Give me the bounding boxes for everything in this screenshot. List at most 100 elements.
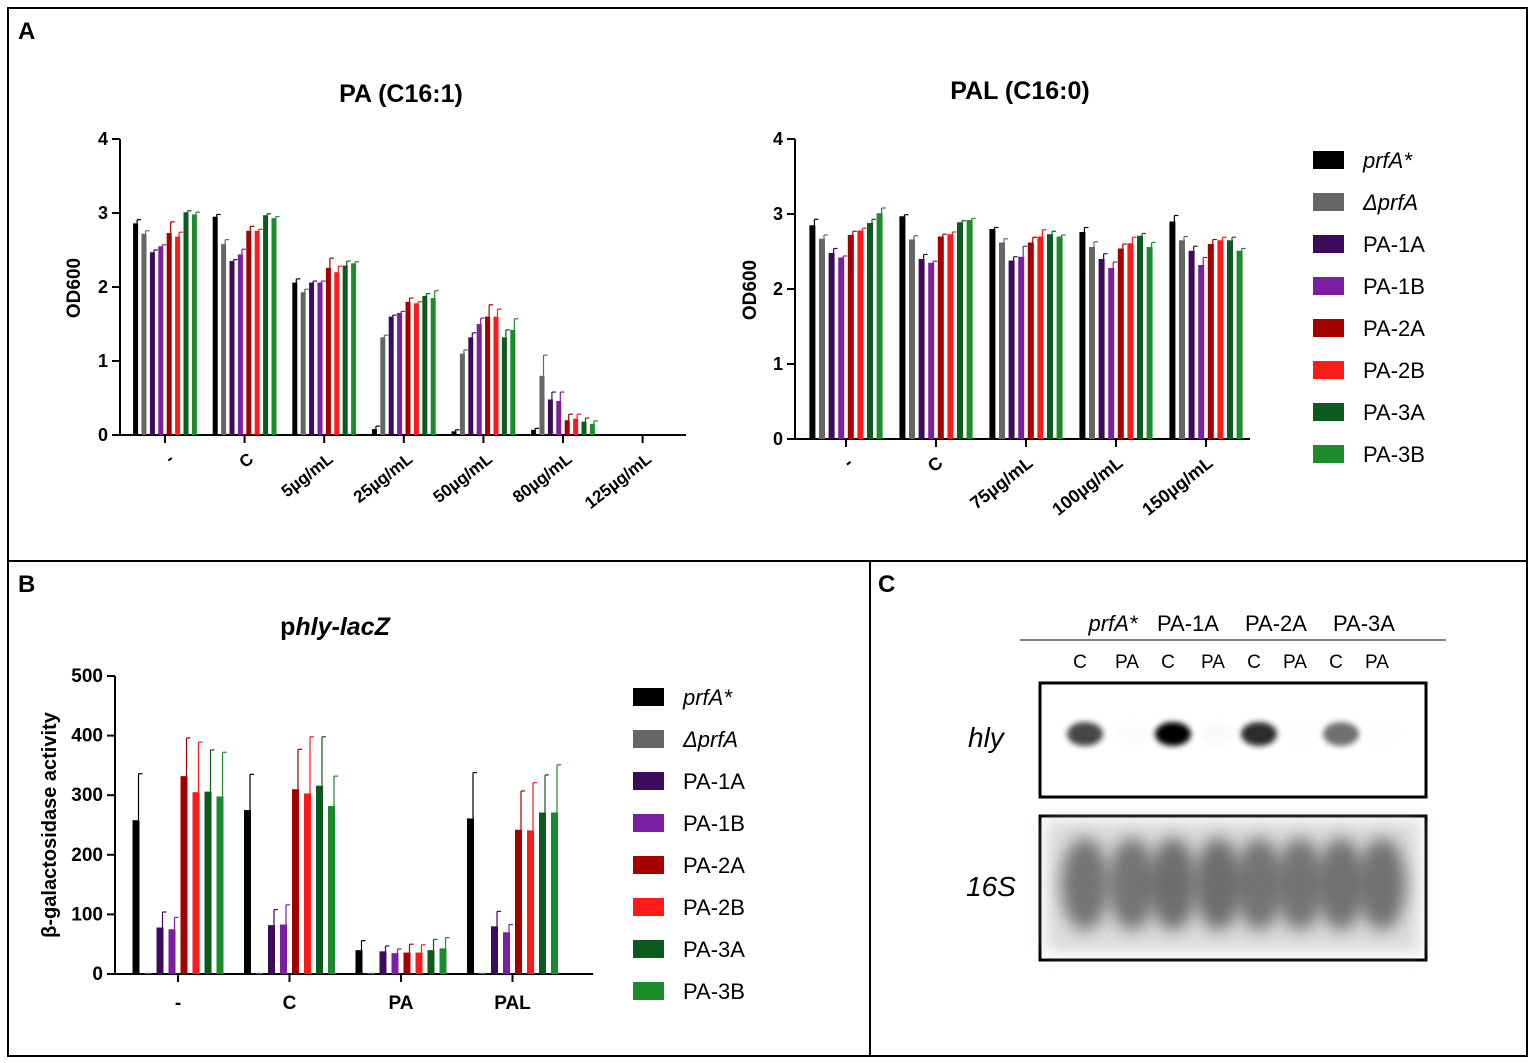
legend-swatch: [1313, 193, 1344, 211]
blot-lane-label: PA: [1283, 652, 1307, 673]
bar-pa3b: [589, 423, 595, 435]
bar-pa3b: [551, 812, 558, 974]
bar-pa2a: [246, 230, 252, 435]
bar-pa1b: [476, 324, 482, 435]
blot-16s-band: [1358, 838, 1406, 930]
bar-pa1a: [388, 316, 394, 435]
bar-pa1a: [268, 925, 275, 974]
bar-prfa: [899, 216, 906, 439]
bar-pa3b: [876, 213, 883, 439]
bar-pa3a: [501, 337, 507, 435]
legend-swatch: [1313, 277, 1344, 295]
panel-label-a: A: [18, 18, 35, 45]
bar-pa2a: [515, 829, 522, 974]
x-category-label: 125µg/mL: [581, 449, 655, 512]
bar-pa3b: [191, 214, 197, 435]
y-tick-label: 2: [98, 277, 108, 297]
bar-prfa: [355, 950, 363, 974]
x-category-label: -: [839, 452, 856, 471]
bar-prfa: [999, 242, 1005, 439]
bar-pa1a: [379, 951, 387, 974]
blot-16s-band: [1149, 838, 1197, 930]
chart-a2: 0 1 2 3 4 - C 75µg/mL 100µg/mL 150µg/mL: [773, 129, 1250, 520]
bar-pa3a: [539, 812, 546, 974]
chart-a1-ylabel: OD600: [64, 258, 85, 318]
blot-16s-band: [1194, 838, 1242, 930]
bar-prfa: [1169, 221, 1176, 439]
bar-pa2b: [254, 230, 260, 435]
bar-pa1a: [156, 927, 164, 974]
blot-hly-band: [1323, 722, 1359, 746]
bar-prfa: [212, 216, 218, 435]
blot-16s-band: [1276, 838, 1324, 930]
x-category-label: C: [236, 449, 257, 472]
chart-b-title-prefix: p: [280, 613, 295, 641]
legend-label: PA-3B: [1363, 442, 1425, 467]
bar-pa2b: [573, 418, 579, 435]
x-category-label: C: [283, 993, 297, 1014]
bar-pa1b: [280, 924, 287, 974]
bar-pa3a: [1227, 240, 1233, 439]
bar-pa1a: [1188, 250, 1195, 439]
bar-pa3b: [439, 948, 447, 974]
bar-prfa: [989, 229, 996, 439]
legend-swatch: [633, 982, 664, 1000]
legend-label: PA-1A: [683, 769, 745, 794]
bar-pa1b: [158, 246, 164, 435]
legend-swatch: [1313, 445, 1344, 463]
legend-panel-a: prfA* ΔprfA PA-1A PA-1B PA-2A PA-2B PA-3A PA-3B: [1313, 148, 1425, 467]
bar-pa2b: [1037, 236, 1044, 439]
legend-label: ΔprfA: [682, 727, 738, 752]
chart-b-title-italic: hly-lacZ: [295, 613, 391, 641]
bar-pa1a: [468, 337, 474, 435]
blot-row-label-16s: 16S: [966, 871, 1016, 902]
bar-pa2a: [1027, 242, 1034, 439]
legend-swatch: [1313, 361, 1344, 379]
blot-16s-band: [1061, 838, 1109, 930]
x-category-label: 150µg/mL: [1138, 452, 1216, 519]
y-tick-label: 3: [98, 203, 108, 223]
y-tick-label: 400: [71, 726, 103, 747]
bar-pa3a: [957, 222, 963, 439]
blot-hly-band: [1282, 722, 1318, 746]
bar-pa2b: [947, 234, 954, 439]
bar-pa3b: [271, 218, 277, 435]
bar-prfa: [819, 238, 825, 439]
blot-lane-label: C: [1161, 652, 1175, 673]
bar-prfa: [467, 818, 474, 974]
blot-lane-label: C: [1073, 652, 1087, 673]
blot-hly-band: [1155, 722, 1191, 746]
bar-pa2a: [1117, 248, 1124, 439]
bar-prfa: [133, 223, 139, 435]
panel-label-b: B: [18, 571, 35, 598]
bar-prfa: [531, 429, 537, 435]
blot-16s-band: [1235, 838, 1283, 930]
bar-pa1a: [828, 253, 835, 439]
chart-a2-ylabel: OD600: [740, 260, 761, 320]
blot-16s-band: [1317, 838, 1365, 930]
y-tick-label: 0: [773, 429, 783, 449]
legend-swatch: [633, 898, 664, 916]
bar-prfa: [367, 972, 375, 974]
bar-prfa: [1179, 240, 1185, 439]
bar-pa1b: [1108, 268, 1115, 439]
bar-pa2a: [180, 776, 188, 974]
bar-pa1b: [397, 312, 403, 435]
bar-pa1b: [928, 262, 935, 439]
bar-pa3a: [183, 212, 189, 435]
bar-prfa: [371, 429, 377, 435]
bar-prfa: [256, 972, 263, 974]
bar-pa2a: [166, 232, 172, 435]
bar-pa1a: [229, 261, 235, 435]
blot-group-label: PA-3A: [1333, 611, 1395, 636]
legend-label: PA-3B: [683, 979, 745, 1004]
bar-pa1b: [838, 257, 845, 439]
bar-pa3b: [1236, 250, 1243, 439]
bar-pa3a: [1137, 235, 1143, 439]
blot-group-label: prfA*: [1088, 611, 1139, 636]
bar-pa1a: [918, 259, 925, 439]
bar-prfa: [144, 972, 152, 974]
bar-pa2b: [175, 236, 181, 435]
bar-prfa: [451, 431, 457, 435]
